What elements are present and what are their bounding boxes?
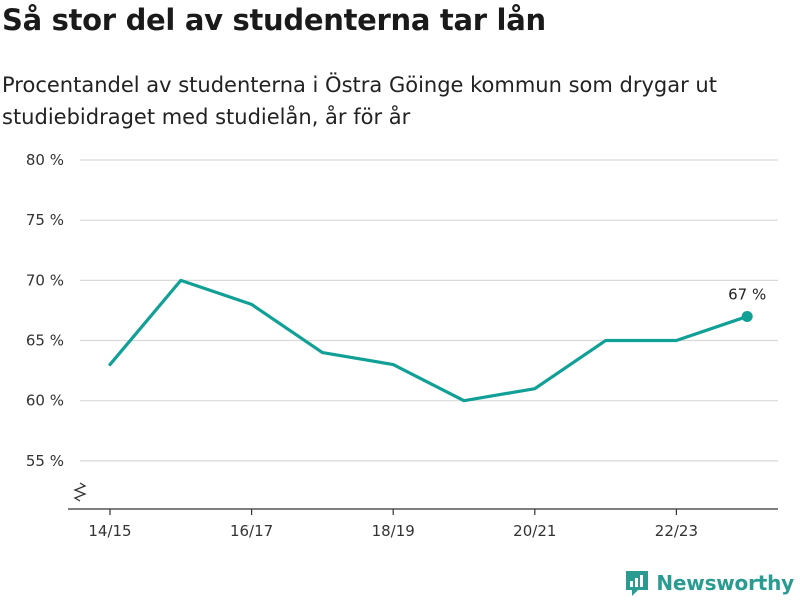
y-axis-ticks: 55 % 60 % 65 % 70 % 75 % 80 %: [26, 151, 64, 470]
x-tick-label: 14/15: [88, 522, 131, 540]
end-point-marker: [741, 310, 753, 322]
x-tick-label: 16/17: [230, 522, 273, 540]
y-tick-label: 80 %: [26, 151, 64, 169]
x-tick-label: 20/21: [513, 522, 556, 540]
gridlines: [80, 159, 778, 462]
x-axis-ticks: 14/15 16/17 18/19 20/21 22/23: [88, 509, 698, 540]
newsworthy-logo-icon: [626, 571, 649, 596]
newsworthy-brand: Newsworthy: [624, 568, 794, 598]
axis-break-icon: [73, 482, 87, 502]
x-tick-label: 22/23: [655, 522, 698, 540]
brand-name: Newsworthy: [656, 571, 794, 595]
y-tick-label: 70 %: [26, 271, 64, 289]
y-tick-label: 75 %: [26, 211, 64, 229]
end-value-label: 67 %: [728, 285, 766, 303]
series-layer: 67 %: [108, 278, 766, 403]
series-line: [108, 278, 749, 403]
y-tick-label: 60 %: [26, 392, 64, 410]
x-tick-label: 18/19: [372, 522, 415, 540]
y-tick-label: 65 %: [26, 332, 64, 350]
y-tick-label: 55 %: [26, 452, 64, 470]
chart-title: Så stor del av studenterna tar lån: [2, 3, 546, 37]
chart-subtitle: Procentandel av studenterna i Östra Göin…: [2, 73, 717, 129]
